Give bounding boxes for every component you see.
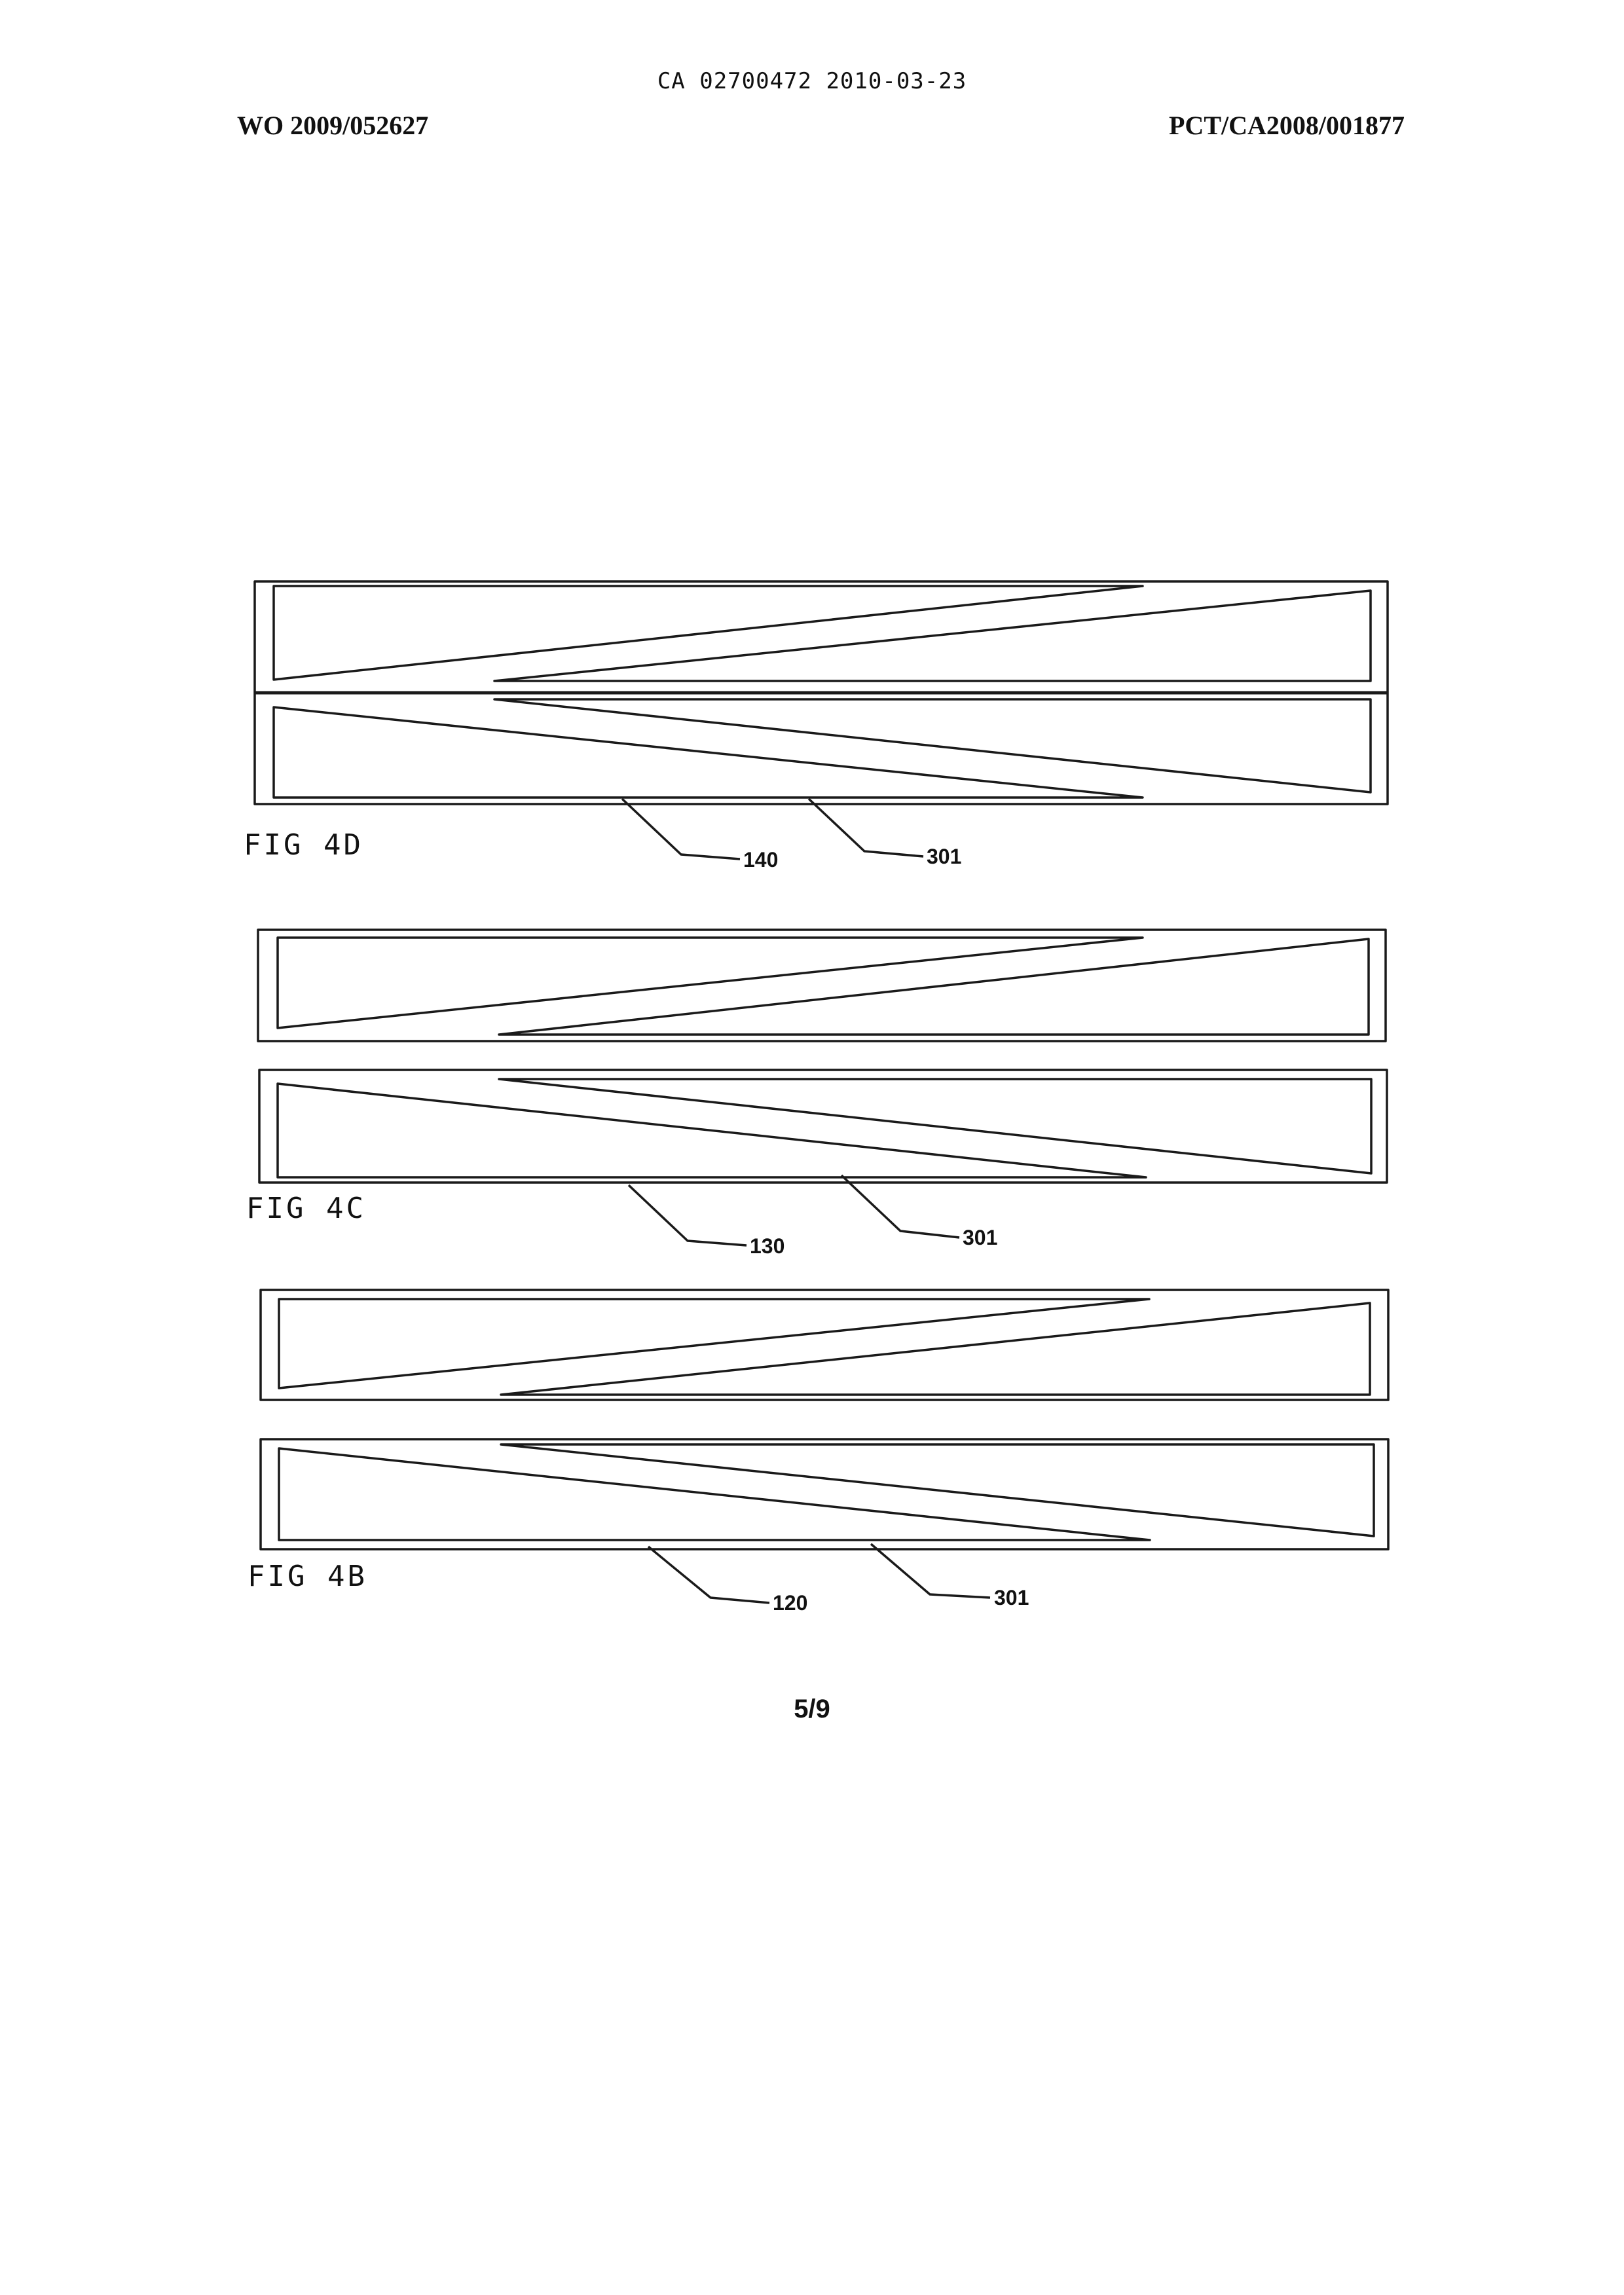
- fig4c-lower-right-wedge: [499, 1079, 1371, 1173]
- fig4b-leader-line-a: [648, 1547, 769, 1603]
- fig4c-upper-right-wedge: [499, 939, 1369, 1035]
- fig4c-leader-line-b: [841, 1175, 959, 1238]
- figure-label-4b: FIG 4B: [248, 1560, 367, 1593]
- fig4c-leader-line-a: [629, 1185, 747, 1245]
- fig4d-upper-left-wedge: [274, 586, 1143, 680]
- reference-numeral: 301: [963, 1226, 997, 1250]
- reference-numeral: 140: [743, 848, 778, 872]
- fig4c-lower-left-wedge: [278, 1084, 1146, 1177]
- fig4b-upper-frame: [261, 1290, 1388, 1400]
- fig4d-upper-right-wedge: [494, 591, 1371, 681]
- reference-numeral: 130: [750, 1234, 784, 1258]
- figure-4c-drawing: [258, 930, 1387, 1245]
- figure-label-4d: FIG 4D: [244, 828, 363, 862]
- reference-numeral: 301: [927, 845, 961, 869]
- page-number: 5/9: [0, 1695, 1624, 1724]
- fig4c-upper-frame: [258, 930, 1386, 1041]
- fig4b-lower-frame: [261, 1439, 1388, 1549]
- fig4c-lower-frame: [259, 1070, 1387, 1183]
- figure-label-4c: FIG 4C: [246, 1192, 366, 1225]
- fig4b-leader-line-b: [871, 1544, 990, 1598]
- fig4b-upper-left-wedge: [279, 1299, 1149, 1388]
- figure-4d-drawing: [255, 581, 1388, 859]
- figure-4b-drawing: [261, 1290, 1388, 1603]
- reference-numeral: 301: [994, 1586, 1029, 1610]
- fig4b-lower-left-wedge: [279, 1448, 1150, 1540]
- fig4c-upper-left-wedge: [278, 938, 1143, 1028]
- fig4d-lower-left-wedge: [274, 707, 1143, 798]
- fig4d-leader-line-b: [809, 799, 923, 856]
- fig4b-lower-right-wedge: [501, 1444, 1374, 1536]
- fig4d-leader-line-a: [622, 799, 740, 859]
- fig4b-upper-right-wedge: [501, 1303, 1370, 1395]
- fig4d-lower-right-wedge: [494, 699, 1371, 792]
- reference-numeral: 120: [773, 1591, 807, 1615]
